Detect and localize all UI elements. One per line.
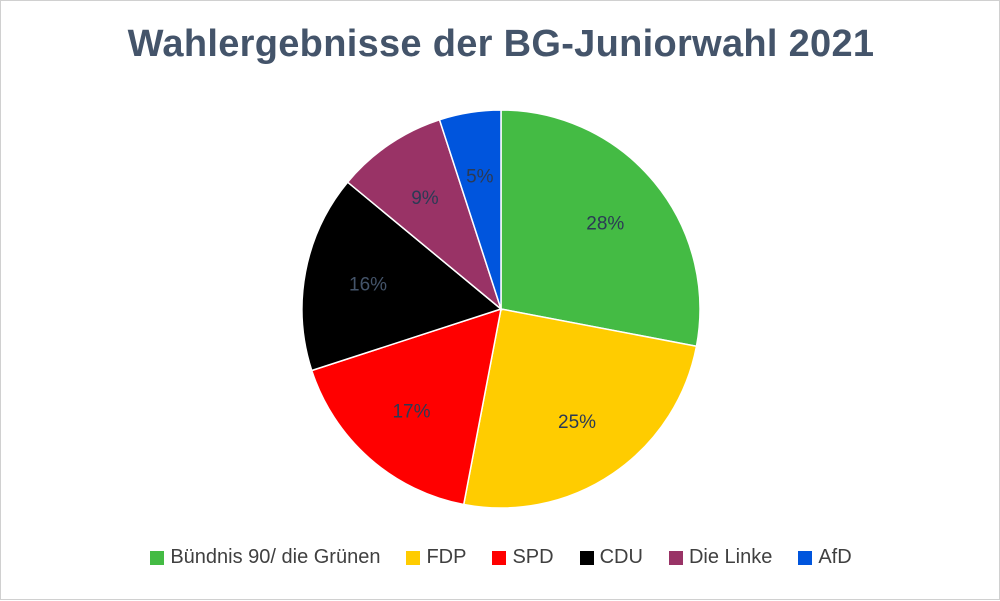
legend-item-2: FDP: [406, 546, 466, 569]
data-label-1: 28%: [586, 214, 624, 235]
data-label-6: 5%: [466, 166, 494, 187]
legend-item-1: Bündnis 90/ die Grünen: [150, 546, 380, 569]
pie-slice-6: [438, 109, 502, 310]
legend-label-5: Die Linke: [688, 546, 773, 568]
pie-slice-3: [310, 307, 502, 506]
data-label-4: 16%: [349, 275, 387, 296]
chart-legend: Bündnis 90/ die Grünen FDP SPD CDU Die Linke…: [1, 546, 1000, 569]
legend-swatch-6: [798, 550, 813, 565]
legend-item-4: CDU: [579, 546, 643, 569]
legend-label-2: FDP: [426, 546, 467, 568]
legend-item-6: AfD: [798, 546, 852, 569]
legend-item-3: SPD: [492, 546, 554, 569]
legend-swatch-1: [150, 550, 165, 565]
legend-label-3: SPD: [512, 546, 554, 568]
legend-swatch-4: [579, 550, 594, 565]
legend-swatch-3: [492, 550, 507, 565]
pie-slice-4: [301, 181, 503, 372]
legend-label-1: Bündnis 90/ die Grünen: [170, 546, 381, 568]
chart-title: Wahlergebnisse der BG-Juniorwahl 2021: [127, 23, 875, 65]
legend-swatch-5: [668, 550, 683, 565]
legend-swatch-2: [406, 550, 421, 565]
pie-slice-1: [500, 109, 701, 348]
pie-slice-5: [346, 118, 503, 312]
legend-label-6: AfD: [818, 546, 852, 568]
data-label-2: 25%: [558, 412, 596, 433]
data-label-5: 9%: [411, 188, 439, 209]
legend-label-4: CDU: [599, 546, 643, 568]
legend-item-5: Die Linke: [668, 546, 773, 569]
data-label-3: 17%: [392, 402, 430, 423]
pie-slice-2: [462, 308, 698, 509]
